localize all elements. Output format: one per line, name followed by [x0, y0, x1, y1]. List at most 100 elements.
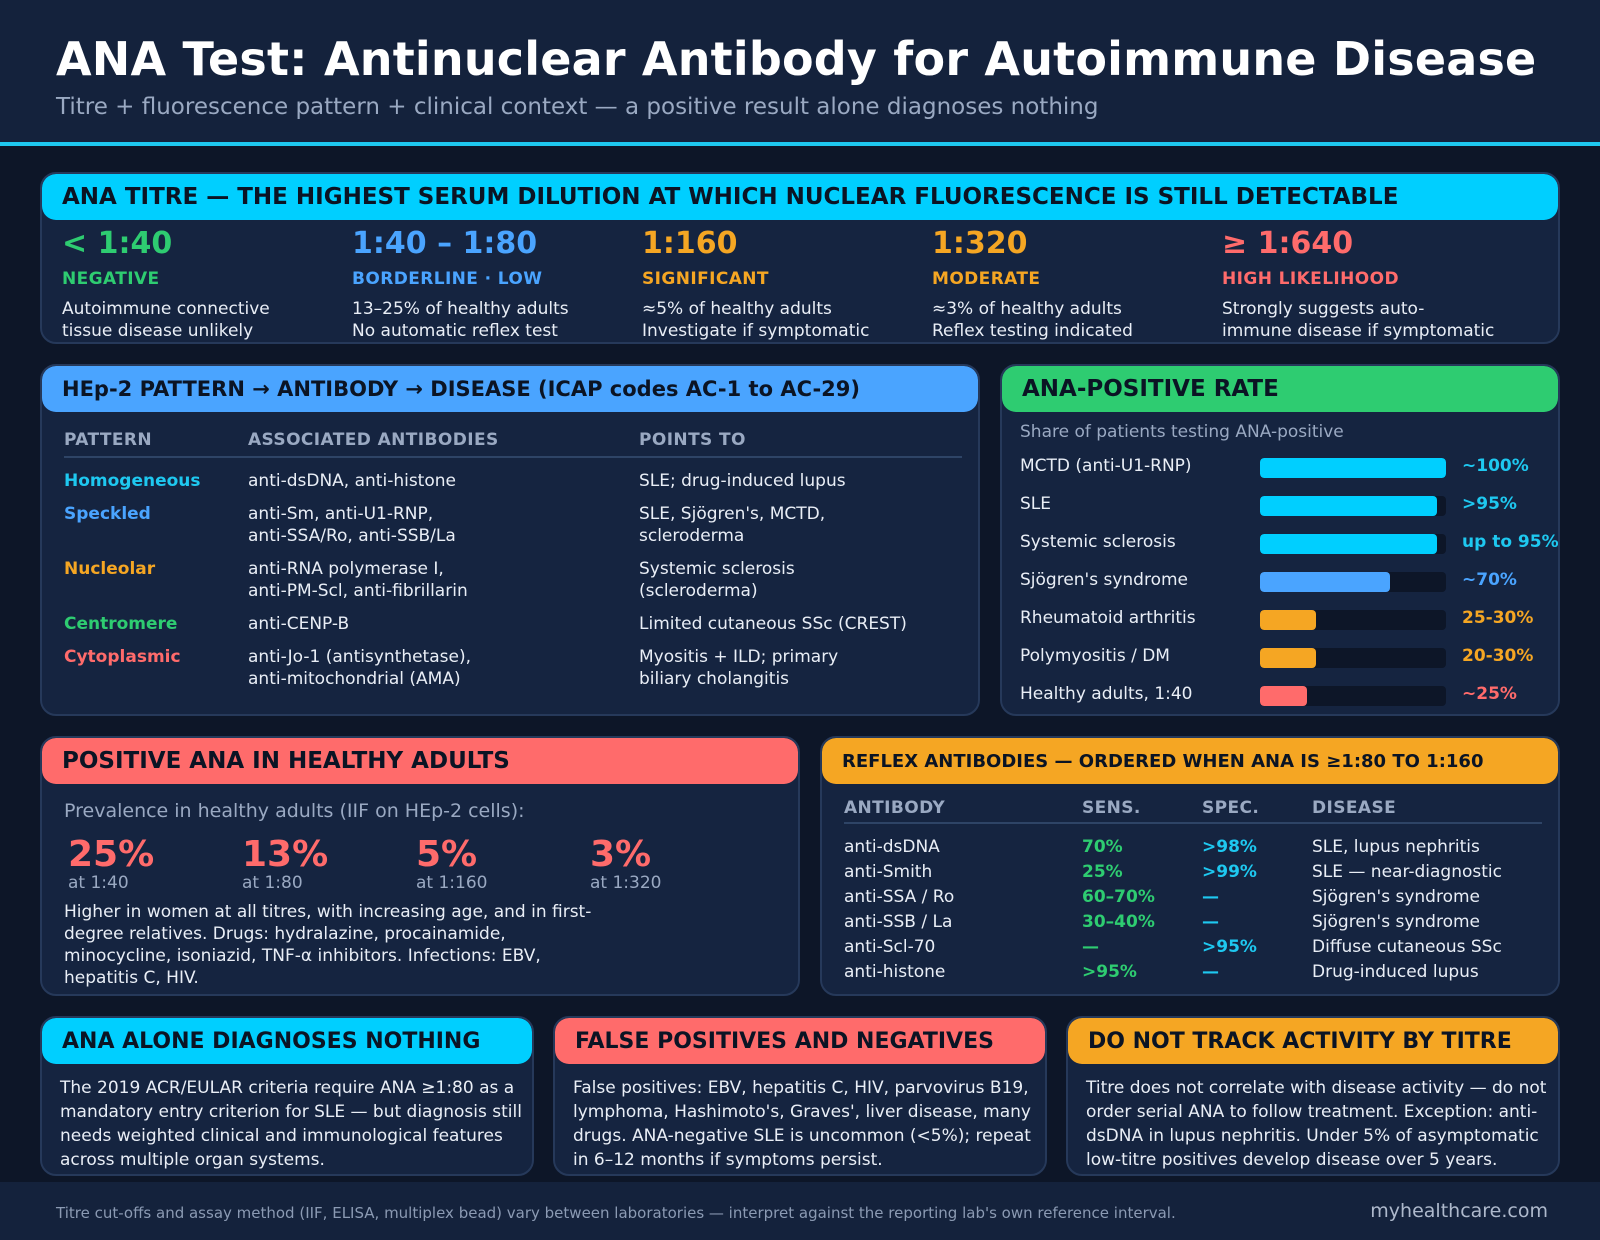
healthy-stat-value: 3%: [590, 834, 652, 875]
pattern-antibodies: anti-Jo-1 (antisynthetase), anti-mitocho…: [248, 647, 471, 689]
reflex-sensitivity: 25%: [1082, 862, 1123, 882]
bottom-card-activity-title: DO NOT TRACK ACTIVITY BY TITRE: [1068, 1018, 1558, 1064]
healthy-note: Higher in women at all titres, with incr…: [64, 902, 592, 988]
reflex-antibody: anti-dsDNA: [844, 837, 940, 857]
page-header: ANA Test: Antinuclear Antibody for Autoi…: [0, 0, 1600, 146]
titre-label: MODERATE: [932, 269, 1041, 289]
healthy-caption: Prevalence in healthy adults (IIF on HEp…: [64, 800, 525, 822]
rate-value: ~100%: [1462, 456, 1529, 476]
pattern-antibodies: anti-dsDNA, anti-histone: [248, 471, 456, 491]
rate-bar-track: [1260, 458, 1446, 478]
titre-description: ≈5% of healthy adults Investigate if sym…: [642, 299, 870, 341]
reflex-antibody: anti-Smith: [844, 862, 933, 882]
pattern-points-to: Limited cutaneous SSc (CREST): [639, 614, 907, 634]
rate-bar-fill: [1260, 534, 1437, 554]
titre-value: ≥ 1:640: [1222, 226, 1354, 261]
titre-label: HIGH LIKELIHOOD: [1222, 269, 1399, 289]
reflex-sensitivity: 30–40%: [1082, 912, 1155, 932]
titre-value: < 1:40: [62, 226, 173, 261]
rate-caption: Share of patients testing ANA-positive: [1020, 422, 1344, 442]
reflex-specificity: >98%: [1202, 837, 1257, 857]
reflex-specificity: —: [1202, 887, 1219, 907]
rate-row: Sjögren's syndrome ~70%: [1020, 568, 1558, 594]
reflex-specificity: —: [1202, 912, 1219, 932]
titre-description: Autoimmune connective tissue disease unl…: [62, 299, 270, 341]
pattern-antibodies: anti-CENP-B: [248, 614, 350, 634]
bottom-card-false-results: FALSE POSITIVES AND NEGATIVES False posi…: [553, 1016, 1047, 1176]
titre-label: SIGNIFICANT: [642, 269, 769, 289]
pattern-card-title: HEp-2 PATTERN → ANTIBODY → DISEASE (ICAP…: [42, 366, 978, 412]
healthy-stat-value: 13%: [242, 834, 329, 875]
reflex-sensitivity: 60–70%: [1082, 887, 1155, 907]
titre-column: ≥ 1:640 HIGH LIKELIHOOD Strongly suggests …: [1222, 226, 1512, 342]
rate-label: Systemic sclerosis: [1020, 532, 1176, 552]
bottom-card-ana-alone: ANA ALONE DIAGNOSES NOTHING The 2019 ACR…: [40, 1016, 534, 1176]
bottom-card-ana-alone-title: ANA ALONE DIAGNOSES NOTHING: [42, 1018, 532, 1064]
reflex-antibody: anti-SSB / La: [844, 912, 953, 932]
rate-bar-fill: [1260, 686, 1307, 706]
rate-card-title: ANA-POSITIVE RATE: [1002, 366, 1558, 412]
reflex-header-antibody: ANTIBODY: [844, 798, 946, 818]
healthy-stat: 25% at 1:40: [68, 834, 154, 893]
healthy-stat-value: 5%: [416, 834, 478, 875]
reflex-disease: SLE — near-diagnostic: [1312, 862, 1502, 882]
rate-value: ~25%: [1462, 684, 1517, 704]
footer-site-link[interactable]: myhealthcare.com: [1370, 1200, 1548, 1222]
pattern-antibodies: anti-Sm, anti-U1-RNP, anti-SSA/Ro, anti-…: [248, 504, 456, 546]
pattern-name: Speckled: [64, 504, 151, 524]
bottom-card-ana-alone-text: The 2019 ACR/EULAR criteria require ANA …: [60, 1078, 522, 1170]
healthy-stat: 3% at 1:320: [590, 834, 661, 893]
rate-card: ANA-POSITIVE RATE Share of patients test…: [1000, 364, 1560, 716]
titre-description: ≈3% of healthy adults Reflex testing ind…: [932, 299, 1133, 341]
titre-card-title: ANA TITRE — THE HIGHEST SERUM DILUTION A…: [42, 174, 1558, 220]
rate-label: MCTD (anti-U1-RNP): [1020, 456, 1192, 476]
rate-row: Polymyositis / DM 20-30%: [1020, 644, 1558, 670]
rate-row: Systemic sclerosis up to 95%: [1020, 530, 1559, 556]
titre-column: < 1:40 NEGATIVE Autoimmune connective tiss…: [62, 226, 352, 342]
reflex-card: REFLEX ANTIBODIES — ORDERED WHEN ANA IS …: [820, 736, 1560, 996]
bottom-card-activity-text: Titre does not correlate with disease ac…: [1086, 1078, 1547, 1170]
rate-bar-track: [1260, 686, 1446, 706]
page-title: ANA Test: Antinuclear Antibody for Autoi…: [56, 32, 1537, 86]
bottom-card-activity: DO NOT TRACK ACTIVITY BY TITRE Titre doe…: [1066, 1016, 1560, 1176]
healthy-stat-label: at 1:80: [242, 873, 303, 893]
pattern-name: Nucleolar: [64, 559, 156, 579]
titre-value: 1:320: [932, 226, 1028, 261]
rate-row: MCTD (anti-U1-RNP) ~100%: [1020, 454, 1558, 480]
titre-label: NEGATIVE: [62, 269, 160, 289]
healthy-card: POSITIVE ANA IN HEALTHY ADULTS Prevalenc…: [40, 736, 800, 996]
rate-row: SLE >95%: [1020, 492, 1558, 518]
rate-bar-track: [1260, 496, 1446, 516]
healthy-stat: 5% at 1:160: [416, 834, 487, 893]
pattern-name: Homogeneous: [64, 471, 201, 491]
reflex-sensitivity: 70%: [1082, 837, 1123, 857]
rate-label: Healthy adults, 1:40: [1020, 684, 1193, 704]
titre-column: 1:320 MODERATE ≈3% of healthy adults Refle…: [932, 226, 1222, 342]
footer-note: Titre cut-offs and assay method (IIF, EL…: [56, 1204, 1176, 1222]
rate-bar-track: [1260, 534, 1446, 554]
reflex-disease: SLE, lupus nephritis: [1312, 837, 1480, 857]
pattern-antibodies: anti-RNA polymerase I, anti-PM-Scl, anti…: [248, 559, 468, 601]
rate-label: Rheumatoid arthritis: [1020, 608, 1196, 628]
titre-description: 13–25% of healthy adults No automatic re…: [352, 299, 569, 341]
titre-description: Strongly suggests auto- immune disease i…: [1222, 299, 1495, 341]
rate-value: up to 95%: [1462, 532, 1559, 552]
healthy-stat-value: 25%: [68, 834, 155, 875]
rate-label: Polymyositis / DM: [1020, 646, 1170, 666]
rate-bar-track: [1260, 610, 1446, 630]
healthy-stat: 13% at 1:80: [242, 834, 328, 893]
rate-value: ~70%: [1462, 570, 1517, 590]
bottom-card-false-results-title: FALSE POSITIVES AND NEGATIVES: [555, 1018, 1045, 1064]
pattern-header-points: POINTS TO: [639, 430, 746, 450]
reflex-card-title: REFLEX ANTIBODIES — ORDERED WHEN ANA IS …: [822, 738, 1558, 784]
reflex-disease: Diffuse cutaneous SSc: [1312, 937, 1502, 957]
reflex-sensitivity: >95%: [1082, 962, 1137, 982]
pattern-points-to: SLE; drug-induced lupus: [639, 471, 846, 491]
pattern-points-to: Systemic sclerosis (scleroderma): [639, 559, 795, 601]
rate-bar-fill: [1260, 610, 1316, 630]
reflex-disease: Sjögren's syndrome: [1312, 887, 1481, 907]
page-footer: Titre cut-offs and assay method (IIF, EL…: [0, 1182, 1600, 1240]
reflex-sensitivity: —: [1082, 937, 1099, 957]
titre-value: 1:40 – 1:80: [352, 226, 538, 261]
titre-value: 1:160: [642, 226, 738, 261]
